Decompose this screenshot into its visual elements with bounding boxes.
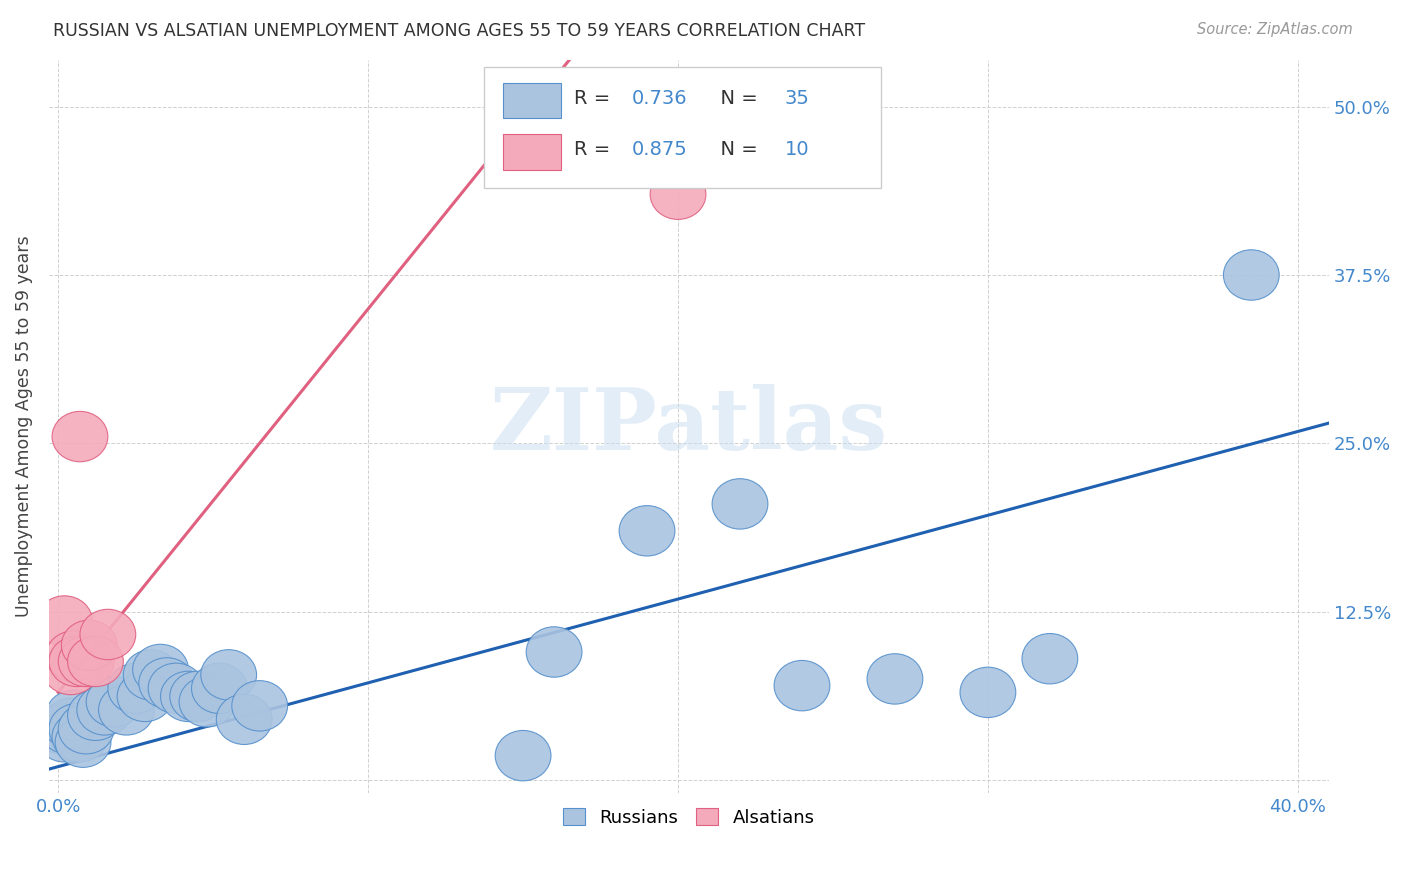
Ellipse shape xyxy=(960,667,1015,717)
Text: R =: R = xyxy=(574,140,616,160)
Ellipse shape xyxy=(46,631,101,681)
FancyBboxPatch shape xyxy=(503,135,561,169)
Text: 10: 10 xyxy=(785,140,810,160)
Ellipse shape xyxy=(98,685,155,735)
Ellipse shape xyxy=(42,698,98,748)
Ellipse shape xyxy=(775,660,830,711)
Ellipse shape xyxy=(39,704,96,754)
Ellipse shape xyxy=(108,663,163,714)
Text: 0.875: 0.875 xyxy=(631,140,688,160)
Text: 35: 35 xyxy=(785,89,810,108)
Ellipse shape xyxy=(117,671,173,722)
Legend: Russians, Alsatians: Russians, Alsatians xyxy=(554,799,824,836)
Text: N =: N = xyxy=(709,140,763,160)
Ellipse shape xyxy=(34,704,89,754)
Ellipse shape xyxy=(49,704,105,754)
Text: Source: ZipAtlas.com: Source: ZipAtlas.com xyxy=(1197,22,1353,37)
Text: RUSSIAN VS ALSATIAN UNEMPLOYMENT AMONG AGES 55 TO 59 YEARS CORRELATION CHART: RUSSIAN VS ALSATIAN UNEMPLOYMENT AMONG A… xyxy=(53,22,866,40)
Ellipse shape xyxy=(191,663,247,714)
Ellipse shape xyxy=(58,636,114,687)
Ellipse shape xyxy=(77,685,132,735)
Text: R =: R = xyxy=(574,89,616,108)
Ellipse shape xyxy=(139,657,194,708)
Ellipse shape xyxy=(495,731,551,780)
Text: 0.736: 0.736 xyxy=(631,89,688,108)
Ellipse shape xyxy=(619,506,675,556)
Ellipse shape xyxy=(52,712,108,762)
Ellipse shape xyxy=(160,671,217,722)
Ellipse shape xyxy=(86,677,142,727)
Ellipse shape xyxy=(711,479,768,529)
Text: N =: N = xyxy=(709,89,763,108)
Ellipse shape xyxy=(37,712,93,762)
Ellipse shape xyxy=(232,681,288,731)
Y-axis label: Unemployment Among Ages 55 to 59 years: Unemployment Among Ages 55 to 59 years xyxy=(15,235,32,617)
Ellipse shape xyxy=(148,663,204,714)
Ellipse shape xyxy=(55,717,111,767)
Ellipse shape xyxy=(868,654,922,704)
Ellipse shape xyxy=(650,169,706,219)
Ellipse shape xyxy=(52,411,108,462)
Ellipse shape xyxy=(179,677,235,727)
Ellipse shape xyxy=(58,704,114,754)
Ellipse shape xyxy=(67,690,124,740)
Ellipse shape xyxy=(49,636,105,687)
FancyBboxPatch shape xyxy=(484,67,880,188)
Ellipse shape xyxy=(80,609,136,660)
Ellipse shape xyxy=(67,636,124,687)
Ellipse shape xyxy=(132,644,188,695)
FancyBboxPatch shape xyxy=(503,83,561,119)
Ellipse shape xyxy=(170,671,225,722)
Ellipse shape xyxy=(37,596,93,646)
Ellipse shape xyxy=(217,694,273,745)
Text: ZIPatlas: ZIPatlas xyxy=(489,384,887,468)
Ellipse shape xyxy=(1223,250,1279,301)
Ellipse shape xyxy=(1022,633,1078,684)
Ellipse shape xyxy=(42,644,98,695)
Ellipse shape xyxy=(201,649,256,700)
Ellipse shape xyxy=(62,620,117,671)
Ellipse shape xyxy=(124,649,179,700)
Ellipse shape xyxy=(526,627,582,677)
Ellipse shape xyxy=(46,690,101,740)
